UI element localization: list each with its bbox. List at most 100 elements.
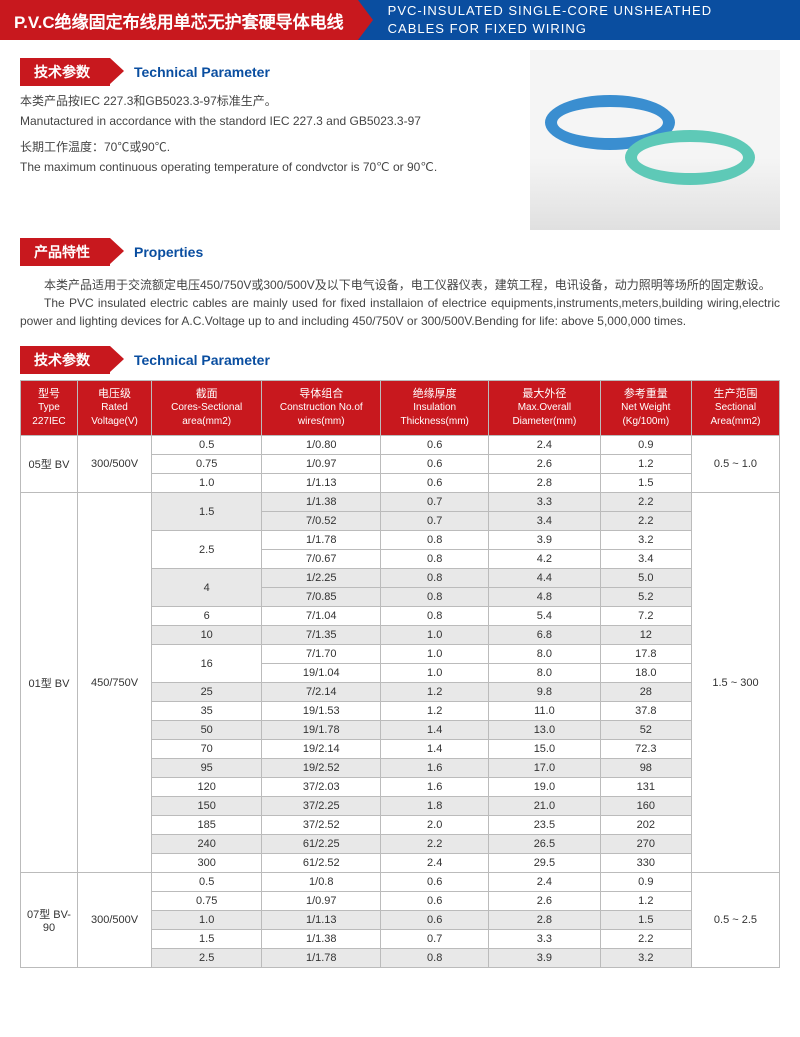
table-cell: 1/1.78 [262,949,381,968]
table-cell: 19/2.52 [262,759,381,778]
table-cell: 4.4 [489,569,601,588]
table-cell: 0.6 [381,436,489,455]
banner-title-cn: P.V.C绝缘固定布线用单芯无护套硬导体电线 [0,0,358,40]
table-cell: 2.4 [489,873,601,892]
desc-line: 长期工作温度：70℃或90℃. [20,138,520,156]
table-cell: 0.6 [381,892,489,911]
table-cell: 21.0 [489,797,601,816]
spec-table: 型号Type 227IEC电压级Rated Voltage(V)截面Cores-… [20,380,780,968]
table-cell: 98 [600,759,691,778]
section-tag-cn: 产品特性 [20,238,110,266]
table-cell: 0.8 [381,588,489,607]
table-cell: 2.2 [381,835,489,854]
table-cell: 0.7 [381,512,489,531]
table-cell: 19/1.53 [262,702,381,721]
table-cell: 3.4 [489,512,601,531]
table-cell: 1/1.78 [262,531,381,550]
table-cell: 1.2 [381,702,489,721]
table-cell: 1/0.80 [262,436,381,455]
table-cell: 2.4 [381,854,489,873]
table-cell: 17.0 [489,759,601,778]
table-cell: 2.2 [600,930,691,949]
table-cell: 1.0 [381,664,489,683]
table-cell: 2.2 [600,512,691,531]
table-cell: 450/750V [77,493,151,873]
table-cell: 7.2 [600,607,691,626]
table-cell: 160 [600,797,691,816]
table-cell: 7/1.04 [262,607,381,626]
table-cell: 1.2 [381,683,489,702]
table-cell: 0.5 [152,873,262,892]
table-header-cell: 生产范围Sectional Area(mm2) [691,381,779,436]
table-header-cell: 最大外径Max.Overall Diameter(mm) [489,381,601,436]
table-cell: 3.2 [600,949,691,968]
table-cell: 0.8 [381,550,489,569]
table-cell: 0.9 [600,436,691,455]
table-cell: 120 [152,778,262,797]
table-cell: 1.8 [381,797,489,816]
table-cell: 7/0.85 [262,588,381,607]
table-cell: 0.7 [381,930,489,949]
table-cell: 240 [152,835,262,854]
table-cell: 2.5 [152,949,262,968]
section-tag-en: Technical Parameter [134,64,270,80]
table-header-cell: 绝缘厚度Insulation Thickness(mm) [381,381,489,436]
table-cell: 1.4 [381,721,489,740]
table-header-cell: 截面Cores-Sectional area(mm2) [152,381,262,436]
table-cell: 28 [600,683,691,702]
table-cell: 0.6 [381,455,489,474]
cable-coil-teal-icon [625,130,755,185]
table-cell: 0.6 [381,911,489,930]
table-cell: 5.0 [600,569,691,588]
table-cell: 37.8 [600,702,691,721]
desc-line: Manutactured in accordance with the stan… [20,112,520,130]
table-cell: 3.3 [489,930,601,949]
table-cell: 1.5 [152,493,262,531]
table-row: 05型 BV300/500V0.51/0.800.62.40.90.5 ~ 1.… [21,436,780,455]
product-image [530,50,780,230]
table-header-cell: 电压级Rated Voltage(V) [77,381,151,436]
table-cell: 0.5 [152,436,262,455]
table-cell: 4 [152,569,262,607]
table-cell: 50 [152,721,262,740]
table-cell: 2.6 [489,455,601,474]
table-cell: 95 [152,759,262,778]
table-cell: 37/2.25 [262,797,381,816]
table-cell: 300/500V [77,436,151,493]
table-cell: 0.7 [381,493,489,512]
table-cell: 2.2 [600,493,691,512]
table-cell: 25 [152,683,262,702]
table-cell: 1.0 [381,645,489,664]
table-cell: 7/0.67 [262,550,381,569]
table-cell: 37/2.03 [262,778,381,797]
table-cell: 15.0 [489,740,601,759]
table-cell: 3.9 [489,531,601,550]
table-cell: 1/1.13 [262,911,381,930]
table-cell: 5.2 [600,588,691,607]
table-cell: 6 [152,607,262,626]
table-cell: 16 [152,645,262,683]
table-cell: 05型 BV [21,436,78,493]
table-cell: 07型 BV-90 [21,873,78,968]
table-cell: 0.6 [381,474,489,493]
section-tag-cn: 技术参数 [20,346,110,374]
table-cell: 6.8 [489,626,601,645]
table-cell: 1.6 [381,759,489,778]
table-cell: 2.0 [381,816,489,835]
table-cell: 61/2.25 [262,835,381,854]
table-cell: 3.9 [489,949,601,968]
table-cell: 0.8 [381,531,489,550]
table-cell: 0.6 [381,873,489,892]
properties-text: 本类产品适用于交流额定电压450/750V或300/500V及以下电气设备，电工… [20,272,780,338]
table-cell: 300 [152,854,262,873]
table-cell: 3.4 [600,550,691,569]
table-cell: 1.5 [600,911,691,930]
table-cell: 7/2.14 [262,683,381,702]
table-cell: 29.5 [489,854,601,873]
table-cell: 1.0 [152,911,262,930]
table-cell: 19/2.14 [262,740,381,759]
table-cell: 8.0 [489,664,601,683]
table-cell: 23.5 [489,816,601,835]
table-cell: 19.0 [489,778,601,797]
table-cell: 1.4 [381,740,489,759]
